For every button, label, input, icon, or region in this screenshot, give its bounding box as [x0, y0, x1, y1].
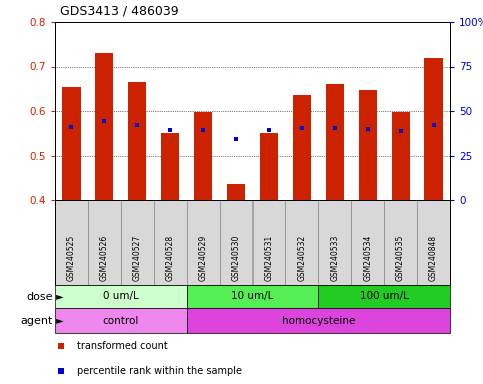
- Text: 10 um/L: 10 um/L: [231, 291, 274, 301]
- Bar: [253, 200, 285, 285]
- Text: transformed count: transformed count: [77, 341, 168, 351]
- Text: GSM240535: GSM240535: [396, 234, 405, 281]
- Text: GSM240533: GSM240533: [330, 234, 339, 281]
- Text: control: control: [103, 316, 139, 326]
- Bar: [384, 200, 417, 285]
- Bar: [318, 285, 450, 308]
- Text: 0 um/L: 0 um/L: [103, 291, 139, 301]
- Text: GSM240526: GSM240526: [100, 235, 109, 281]
- Text: GSM240527: GSM240527: [133, 235, 142, 281]
- Text: homocysteine: homocysteine: [282, 316, 355, 326]
- Text: ►: ►: [53, 291, 64, 301]
- Text: agent: agent: [20, 316, 53, 326]
- Bar: [186, 200, 220, 285]
- Bar: [194, 112, 212, 200]
- Bar: [88, 200, 121, 285]
- Text: GSM240530: GSM240530: [231, 234, 241, 281]
- Text: percentile rank within the sample: percentile rank within the sample: [77, 366, 241, 376]
- Text: GSM240525: GSM240525: [67, 235, 76, 281]
- Bar: [227, 184, 245, 200]
- Bar: [359, 89, 377, 200]
- Bar: [154, 200, 186, 285]
- Bar: [186, 308, 450, 333]
- Bar: [161, 133, 179, 200]
- Bar: [351, 200, 384, 285]
- Text: GSM240532: GSM240532: [298, 235, 306, 281]
- Bar: [392, 112, 410, 200]
- Bar: [293, 96, 311, 200]
- Bar: [326, 84, 344, 200]
- Text: GSM240534: GSM240534: [363, 234, 372, 281]
- Bar: [55, 200, 88, 285]
- Bar: [128, 82, 146, 200]
- Text: GSM240848: GSM240848: [429, 235, 438, 281]
- Bar: [62, 86, 81, 200]
- Text: ►: ►: [53, 316, 64, 326]
- Text: GSM240531: GSM240531: [265, 235, 273, 281]
- Bar: [417, 200, 450, 285]
- Bar: [425, 58, 442, 200]
- Text: GSM240528: GSM240528: [166, 235, 175, 281]
- Text: dose: dose: [26, 291, 53, 301]
- Bar: [285, 200, 318, 285]
- Bar: [220, 200, 253, 285]
- Bar: [318, 200, 351, 285]
- Bar: [95, 53, 114, 200]
- Bar: [55, 308, 186, 333]
- Text: GDS3413 / 486039: GDS3413 / 486039: [60, 5, 178, 18]
- Bar: [55, 285, 186, 308]
- Bar: [186, 285, 318, 308]
- Text: GSM240529: GSM240529: [199, 235, 208, 281]
- Text: 100 um/L: 100 um/L: [360, 291, 409, 301]
- Bar: [260, 133, 278, 200]
- Bar: [121, 200, 154, 285]
